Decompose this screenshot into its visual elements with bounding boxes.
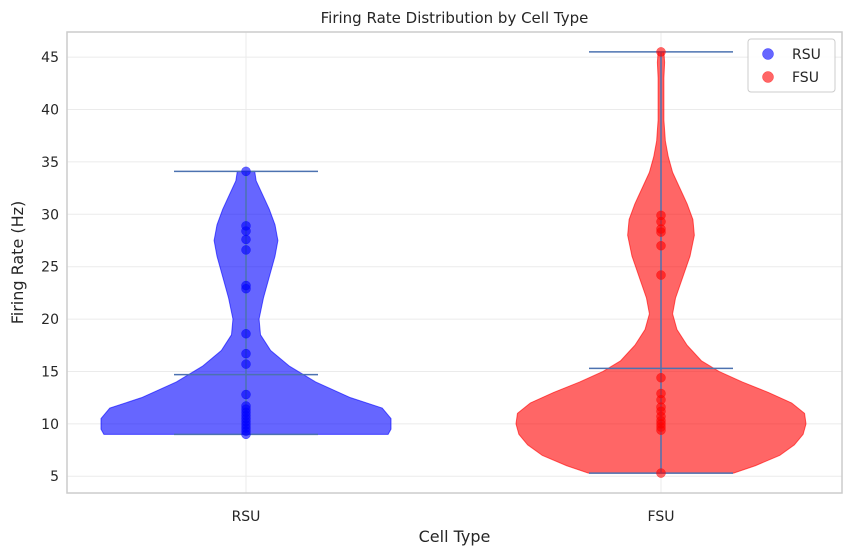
y-tick-label: 15 <box>41 364 59 380</box>
y-tick-label: 5 <box>50 469 59 485</box>
y-tick-label: 45 <box>41 50 59 66</box>
data-point-rsu <box>241 166 251 177</box>
y-tick-label: 10 <box>41 417 59 433</box>
data-point-rsu <box>241 234 251 245</box>
data-point-fsu <box>656 47 666 57</box>
data-point-rsu <box>241 280 251 291</box>
points-layer <box>241 47 666 478</box>
axis-layer: 5 10 15 20 25 30 35 40 45 RSU FSU <box>41 50 674 525</box>
data-point-rsu <box>241 328 251 339</box>
data-point-fsu <box>656 468 666 478</box>
y-tick-label: 20 <box>41 312 59 328</box>
legend: RSU FSU <box>747 38 836 93</box>
legend-label-rsu: RSU <box>792 47 821 63</box>
x-axis-label: Cell Type <box>419 527 491 546</box>
data-point-rsu <box>241 245 251 255</box>
x-tick-label: RSU <box>232 509 261 525</box>
data-point-fsu <box>656 388 666 399</box>
data-point-rsu <box>241 221 251 231</box>
y-tick-label: 40 <box>41 103 59 119</box>
data-point-rsu <box>241 389 251 400</box>
legend-marker-rsu <box>762 48 774 60</box>
legend-marker-fsu <box>762 71 774 83</box>
legend-label-fsu: FSU <box>792 70 819 86</box>
y-axis-label: Firing Rate (Hz) <box>8 201 27 325</box>
data-point-rsu <box>241 348 251 359</box>
chart-title: Firing Rate Distribution by Cell Type <box>321 9 589 27</box>
x-tick-label: FSU <box>648 509 675 525</box>
data-point-fsu <box>656 270 666 280</box>
data-point-fsu <box>656 210 666 221</box>
data-point-rsu <box>241 401 251 411</box>
data-point-fsu <box>656 240 666 251</box>
plot-area-frame <box>66 31 843 494</box>
y-tick-label: 35 <box>41 155 59 171</box>
data-point-fsu <box>656 373 666 383</box>
y-tick-label: 30 <box>41 207 59 223</box>
y-tick-label: 25 <box>41 260 59 276</box>
violin-layer <box>100 51 807 474</box>
data-point-rsu <box>241 359 251 369</box>
